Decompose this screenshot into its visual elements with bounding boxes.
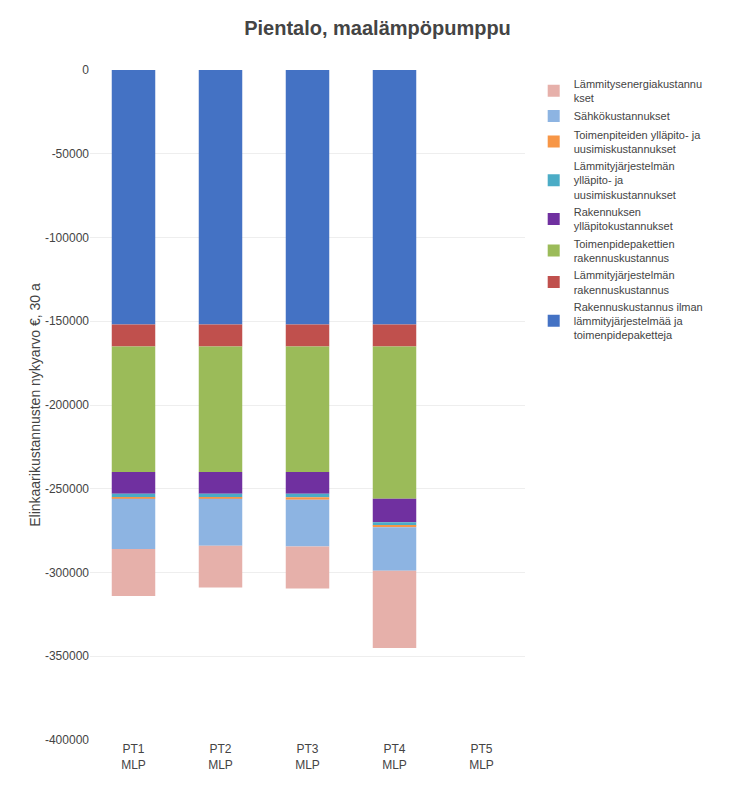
svg-text:0: 0 [82,63,89,77]
svg-text:Elinkaarikustannusten nykyarvo: Elinkaarikustannusten nykyarvo €, 30 a [27,283,43,527]
svg-text:-250000: -250000 [45,482,89,496]
svg-text:-400000: -400000 [45,733,89,747]
svg-text:-300000: -300000 [45,566,89,580]
svg-text:Pientalo, maalämpöpumppu: Pientalo, maalämpöpumppu [244,17,511,39]
svg-text:PT3MLP: PT3MLP [295,742,320,772]
svg-text:Lämmitysenergiakustannukset: Lämmitysenergiakustannukset [574,78,702,104]
svg-text:-350000: -350000 [45,649,89,663]
svg-text:PT2MLP: PT2MLP [208,742,233,772]
svg-text:-50000: -50000 [52,147,90,161]
svg-text:PT1MLP: PT1MLP [121,742,146,772]
svg-text:-100000: -100000 [45,231,89,245]
svg-text:-150000: -150000 [45,314,89,328]
svg-text:Toimenpiteiden ylläpito- jauus: Toimenpiteiden ylläpito- jauusimiskustan… [574,129,701,155]
svg-text:Toimenpidepakettienrakennuskus: Toimenpidepakettienrakennuskustannus [574,238,675,264]
svg-text:Lämmityjärjestelmänylläpito- j: Lämmityjärjestelmänylläpito- jauusimisku… [574,160,676,201]
svg-text:PT4MLP: PT4MLP [382,742,407,772]
svg-text:Lämmityjärjestelmänrakennuskus: Lämmityjärjestelmänrakennuskustannus [574,269,675,295]
svg-text:Rakennuskustannus ilmanlämmity: Rakennuskustannus ilmanlämmityjärjestelm… [574,301,703,342]
svg-text:Sähkökustannukset: Sähkökustannukset [574,110,670,122]
svg-text:PT5MLP: PT5MLP [469,742,494,772]
svg-text:Rakennuksenylläpitokustannukse: Rakennuksenylläpitokustannukset [574,206,673,232]
svg-text:-200000: -200000 [45,398,89,412]
